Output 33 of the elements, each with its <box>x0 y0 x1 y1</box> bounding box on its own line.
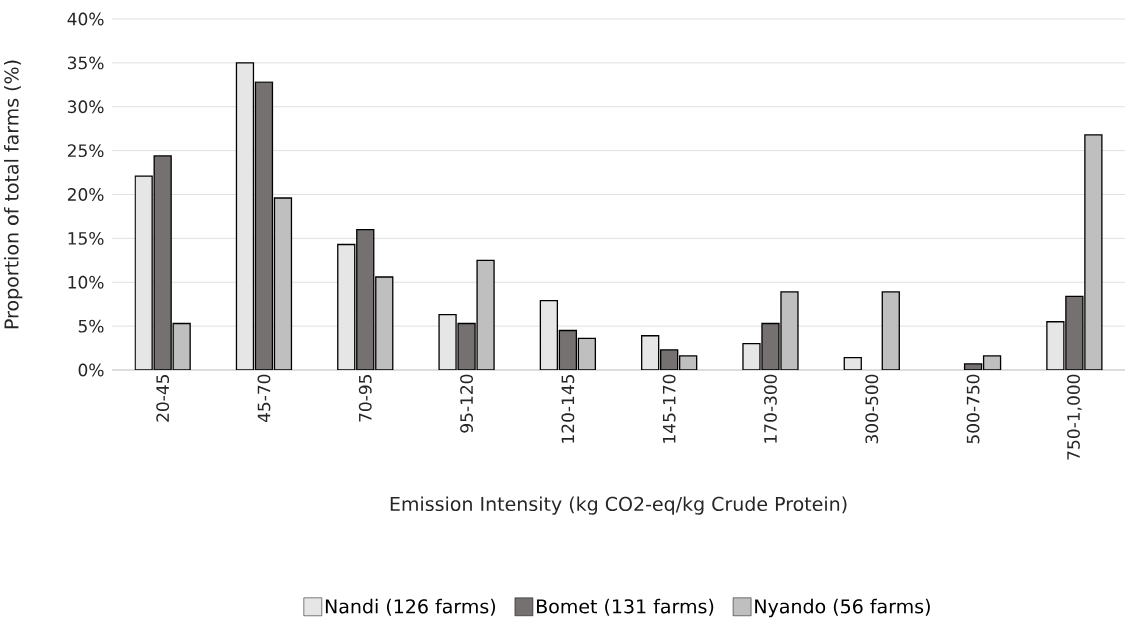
legend-label: Nandi (126 farms) <box>325 598 496 616</box>
x-tick-label: 45-70 <box>257 374 271 423</box>
bar <box>375 276 394 370</box>
y-tick-label: 25% <box>67 144 104 158</box>
bar <box>273 197 293 370</box>
y-tick-label: 15% <box>68 231 104 245</box>
y-tick-label: 10% <box>68 275 104 289</box>
x-tick-label: 95-120 <box>460 374 473 433</box>
x-tick-label: 170-300 <box>764 374 777 443</box>
y-tick-label: 40% <box>67 12 104 26</box>
bar <box>172 322 191 370</box>
y-tick-label: 20% <box>67 188 104 201</box>
x-tick-label: 145-170 <box>662 374 676 443</box>
bar <box>641 335 660 370</box>
legend-label: Bomet (131 farms) <box>537 598 714 616</box>
y-tick-label: 35% <box>68 56 104 70</box>
bar <box>254 81 274 370</box>
legend-label: Nyando (56 farms) <box>755 598 930 618</box>
y-tick-label: 5% <box>78 319 104 333</box>
x-tick-label: 500-750 <box>966 374 980 444</box>
bar <box>153 155 172 370</box>
y-axis-title: Proportion of total farms (%) <box>3 60 23 329</box>
x-tick-label: 750-1,000 <box>1067 374 1082 460</box>
bar <box>558 329 578 370</box>
bar <box>356 228 375 370</box>
x-tick-label: 70-95 <box>358 375 372 422</box>
bar <box>881 291 900 370</box>
y-tick-label: 0% <box>78 363 104 377</box>
y-tick-label: 30% <box>68 100 104 114</box>
x-tick-label: 300-500 <box>865 374 879 444</box>
x-tick-label: 120-145 <box>561 375 575 443</box>
x-tick-label: 20-45 <box>156 375 170 422</box>
x-axis-title: Emission Intensity (kg CO2-eq/kg Crude Protein) <box>390 496 847 515</box>
